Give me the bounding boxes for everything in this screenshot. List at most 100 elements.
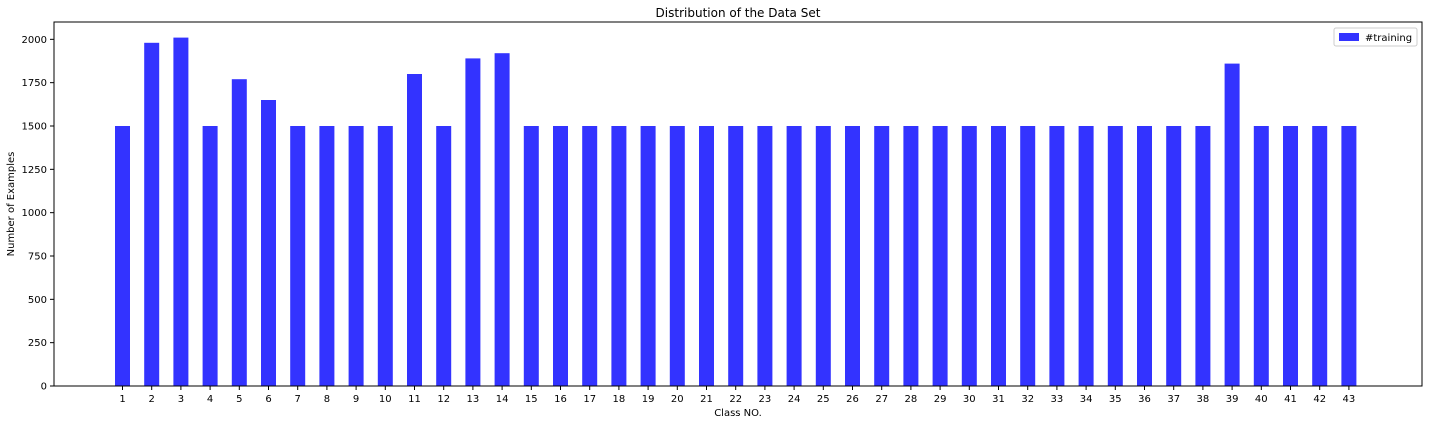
x-tick-label: 34: [1080, 394, 1093, 405]
bar-2: [144, 42, 160, 387]
bar-5: [231, 79, 247, 386]
bar-16: [553, 126, 568, 386]
x-tick-label: 6: [265, 394, 271, 405]
bar-28: [903, 126, 919, 386]
bar-33: [1049, 126, 1065, 386]
bar-42: [1312, 126, 1328, 386]
x-tick-label: 39: [1226, 394, 1239, 405]
bar-9: [348, 126, 364, 386]
bar-27: [874, 126, 890, 386]
y-tick-label: 2000: [22, 35, 47, 46]
x-tick-label: 4: [207, 394, 213, 405]
bar-13: [465, 58, 481, 387]
legend-swatch: [1339, 33, 1359, 41]
x-tick-label: 25: [817, 394, 830, 405]
x-tick-label: 9: [353, 394, 359, 405]
x-tick-label: 19: [642, 394, 655, 405]
bar-26: [845, 126, 860, 386]
y-tick-label: 1000: [22, 208, 47, 219]
x-tick-label: 5: [236, 394, 242, 405]
bar-41: [1283, 126, 1298, 386]
x-tick-label: 17: [583, 394, 596, 405]
x-tick-label: 22: [729, 394, 742, 405]
bar-20: [669, 126, 685, 386]
x-tick-label: 42: [1313, 394, 1326, 405]
x-tick-label: 10: [379, 394, 392, 405]
bar-21: [699, 126, 714, 386]
x-tick-label: 38: [1197, 394, 1210, 405]
bar-4: [202, 126, 218, 386]
y-tick-label: 250: [28, 338, 47, 349]
x-tick-label: 43: [1343, 394, 1356, 405]
bar-12: [436, 126, 452, 386]
bar-35: [1107, 126, 1123, 386]
bar-30: [961, 126, 977, 386]
x-tick-label: 2: [149, 394, 155, 405]
bar-29: [932, 126, 948, 386]
x-tick-label: 29: [934, 394, 947, 405]
bar-11: [407, 74, 422, 386]
bar-6: [261, 100, 276, 386]
x-tick-label: 41: [1284, 394, 1297, 405]
bar-34: [1078, 126, 1094, 386]
bar-17: [582, 126, 598, 386]
legend-box: [1333, 27, 1418, 47]
y-axis-ticks: 0 250 500 750 1000 1250 1500 1750 2000: [22, 35, 54, 393]
bar-15: [523, 126, 539, 386]
x-tick-label: 26: [846, 394, 859, 405]
x-tick-label: 16: [554, 394, 567, 405]
x-tick-label: 21: [700, 394, 713, 405]
y-tick-label: 500: [28, 295, 47, 306]
y-tick-label: 1750: [22, 78, 47, 89]
x-tick-label: 28: [905, 394, 918, 405]
bar-38: [1195, 126, 1211, 386]
x-tick-label: 1: [119, 394, 125, 405]
x-axis-title: Class NO.: [714, 408, 762, 419]
x-tick-label: 13: [467, 394, 480, 405]
bar-14: [494, 53, 510, 386]
bar-37: [1166, 126, 1182, 386]
legend-label: #training: [1365, 33, 1412, 44]
plot-frame: [53, 21, 1423, 387]
x-tick-label: 35: [1109, 394, 1122, 405]
x-tick-label: 11: [408, 394, 421, 405]
bar-8: [319, 126, 335, 386]
y-axis-title: Number of Examples: [6, 152, 17, 257]
bar-32: [1020, 126, 1036, 386]
bar-22: [728, 126, 744, 386]
y-tick-label: 0: [41, 382, 47, 393]
bar-23: [757, 126, 773, 386]
x-tick-label: 30: [963, 394, 976, 405]
x-tick-label: 24: [788, 394, 801, 405]
bars-group: [115, 37, 1357, 387]
x-tick-label: 23: [759, 394, 772, 405]
x-tick-label: 32: [1021, 394, 1034, 405]
bar-36: [1137, 126, 1152, 386]
x-tick-label: 31: [992, 394, 1005, 405]
y-tick-label: 1250: [22, 165, 47, 176]
x-axis-ticks: 1 2 3 4 5 6 7 8 9 10 11 12 13 14 15 16 17 18 19 20 21 22 23 24 2…: [119, 386, 1355, 405]
x-tick-label: 7: [295, 394, 301, 405]
legend: #training: [1333, 27, 1418, 47]
x-tick-label: 40: [1255, 394, 1268, 405]
y-tick-label: 1500: [22, 122, 47, 133]
bar-25: [815, 126, 831, 386]
bar-3: [173, 37, 189, 386]
bar-7: [290, 126, 306, 386]
bar-24: [786, 126, 802, 386]
x-tick-label: 33: [1051, 394, 1064, 405]
x-tick-label: 20: [671, 394, 684, 405]
bar-1: [115, 126, 130, 386]
x-tick-label: 8: [324, 394, 330, 405]
bar-18: [611, 126, 627, 386]
bar-19: [640, 126, 656, 386]
bar-43: [1341, 126, 1357, 386]
x-tick-label: 3: [178, 394, 184, 405]
x-tick-label: 14: [496, 394, 509, 405]
bar-39: [1224, 63, 1240, 386]
x-tick-label: 12: [437, 394, 450, 405]
x-tick-label: 27: [875, 394, 888, 405]
chart-title: Distribution of the Data Set: [656, 6, 821, 20]
bar-31: [991, 126, 1006, 386]
